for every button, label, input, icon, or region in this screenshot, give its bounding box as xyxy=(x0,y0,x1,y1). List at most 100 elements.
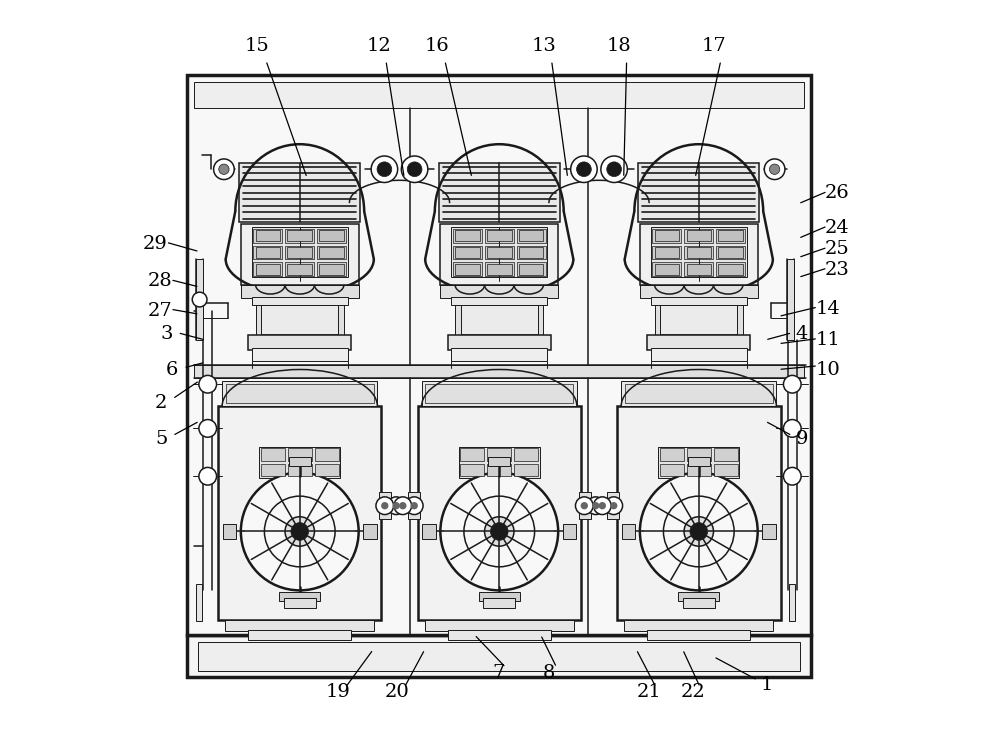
Bar xyxy=(460,464,484,476)
Text: 28: 28 xyxy=(147,272,172,290)
Bar xyxy=(451,348,547,361)
Bar xyxy=(718,264,743,274)
Bar xyxy=(517,262,546,276)
Text: 8: 8 xyxy=(543,664,556,682)
Bar xyxy=(517,229,546,242)
Circle shape xyxy=(605,497,623,514)
Bar xyxy=(652,245,681,259)
Bar xyxy=(187,75,811,635)
Text: 19: 19 xyxy=(326,683,350,701)
Bar xyxy=(196,259,203,340)
Bar xyxy=(479,592,520,601)
Bar xyxy=(379,492,391,519)
Bar xyxy=(252,348,348,361)
Bar xyxy=(315,449,339,461)
Bar xyxy=(485,262,514,276)
Bar xyxy=(288,449,312,461)
Circle shape xyxy=(199,375,217,393)
Circle shape xyxy=(592,502,599,509)
Bar xyxy=(514,464,538,476)
Bar xyxy=(658,305,739,335)
Bar xyxy=(538,305,543,335)
Bar xyxy=(279,592,320,601)
Bar xyxy=(252,228,348,277)
Bar xyxy=(338,305,344,335)
Bar xyxy=(487,449,511,461)
Text: 17: 17 xyxy=(701,36,726,55)
Bar xyxy=(460,449,484,461)
Bar xyxy=(187,635,811,677)
Bar xyxy=(714,464,738,476)
Circle shape xyxy=(783,420,801,437)
Bar xyxy=(363,524,377,539)
Text: 16: 16 xyxy=(425,36,450,55)
Bar xyxy=(252,296,348,305)
Bar xyxy=(652,262,681,276)
Bar xyxy=(485,245,514,259)
Circle shape xyxy=(601,156,627,183)
Bar xyxy=(655,231,679,241)
Circle shape xyxy=(199,468,217,485)
Bar xyxy=(285,262,314,276)
Circle shape xyxy=(387,497,405,514)
Bar xyxy=(319,247,344,258)
Bar xyxy=(453,229,482,242)
Bar xyxy=(253,262,282,276)
Circle shape xyxy=(241,472,359,590)
Bar xyxy=(638,163,759,222)
Bar xyxy=(714,449,738,461)
Bar xyxy=(687,264,711,274)
Bar xyxy=(622,524,635,539)
Circle shape xyxy=(575,497,593,514)
Text: 3: 3 xyxy=(161,325,173,343)
Bar xyxy=(315,464,339,476)
Bar xyxy=(718,231,743,241)
Bar xyxy=(261,449,285,461)
Circle shape xyxy=(291,522,309,540)
Text: 7: 7 xyxy=(492,664,505,682)
Bar xyxy=(287,231,312,241)
Circle shape xyxy=(219,164,229,174)
Bar xyxy=(660,449,684,461)
Bar xyxy=(563,524,576,539)
Bar xyxy=(655,264,679,274)
Bar xyxy=(716,262,745,276)
Text: 27: 27 xyxy=(147,302,172,319)
Bar xyxy=(787,259,794,340)
Bar xyxy=(261,464,285,476)
Bar xyxy=(319,264,344,274)
Bar xyxy=(222,381,377,406)
Bar xyxy=(451,296,547,305)
Bar xyxy=(317,229,346,242)
Bar xyxy=(198,642,800,671)
Circle shape xyxy=(405,497,423,514)
Bar xyxy=(459,447,540,477)
Bar xyxy=(319,231,344,241)
Bar xyxy=(289,457,311,466)
Bar xyxy=(655,247,679,258)
Text: 26: 26 xyxy=(825,184,850,202)
Bar xyxy=(455,247,480,258)
Text: 25: 25 xyxy=(825,240,850,259)
Bar xyxy=(223,524,236,539)
Bar xyxy=(647,335,750,350)
Circle shape xyxy=(490,522,508,540)
Circle shape xyxy=(377,162,392,177)
Bar xyxy=(519,264,543,274)
Text: 29: 29 xyxy=(143,235,168,253)
Text: 6: 6 xyxy=(166,361,179,378)
Bar xyxy=(259,305,340,335)
Bar xyxy=(285,229,314,242)
Bar xyxy=(425,384,573,403)
Bar xyxy=(638,163,759,222)
Text: 21: 21 xyxy=(636,683,661,701)
Bar xyxy=(253,245,282,259)
Bar xyxy=(651,348,747,361)
Bar xyxy=(624,620,773,631)
Circle shape xyxy=(581,502,588,509)
Circle shape xyxy=(783,375,801,393)
Bar xyxy=(789,585,795,621)
Bar xyxy=(519,231,543,241)
Bar xyxy=(248,630,351,641)
Circle shape xyxy=(769,164,780,174)
